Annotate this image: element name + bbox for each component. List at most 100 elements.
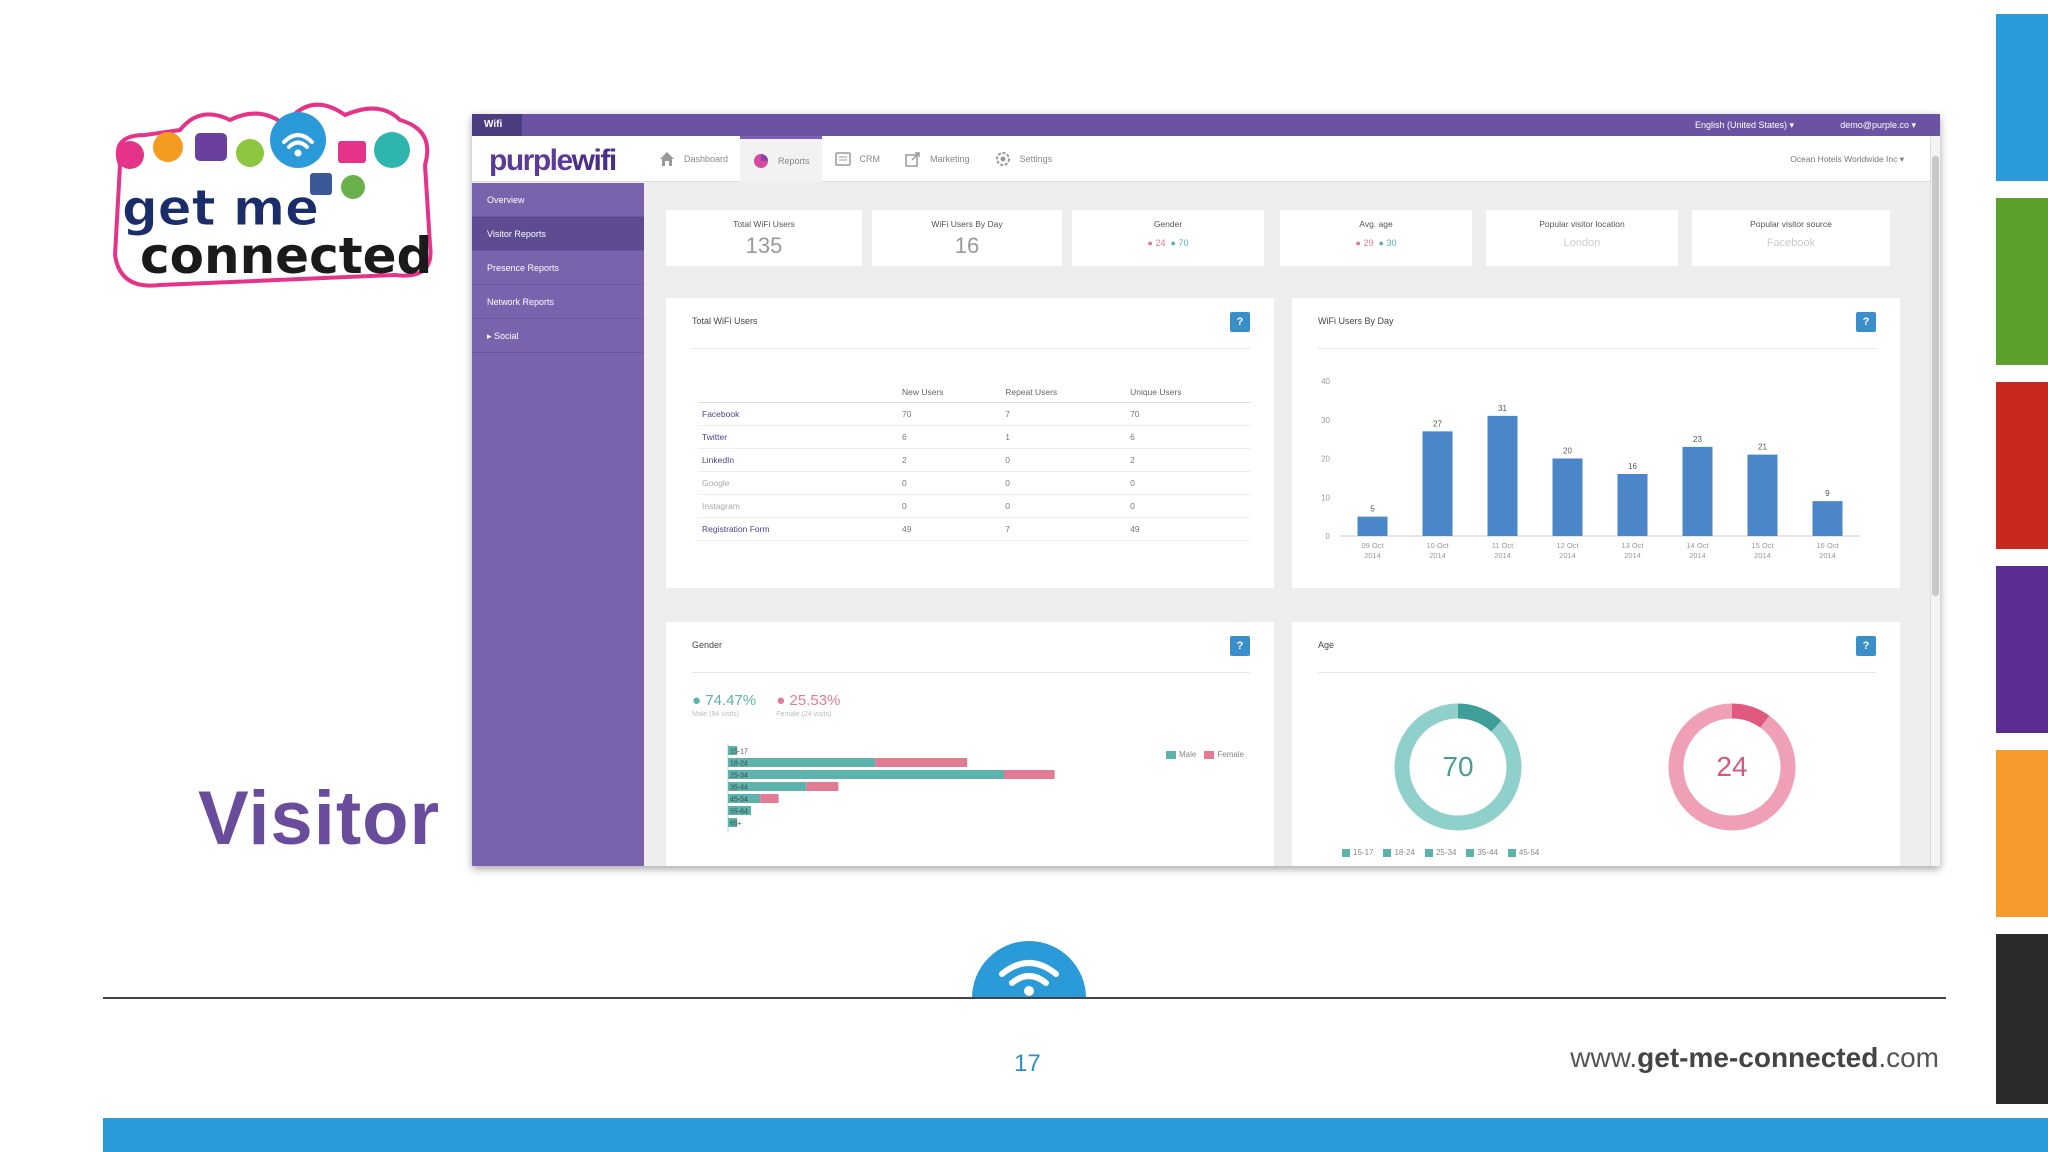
x-tick-label: 11 Oct [1492, 541, 1514, 550]
stat-label: WiFi Users By Day [931, 219, 1003, 229]
table-cell[interactable]: Twitter [698, 425, 898, 449]
bar-data-label: 20 [1563, 447, 1572, 456]
divider [692, 348, 1250, 349]
help-icon[interactable]: ? [1856, 636, 1876, 656]
x-tick-label: 2014 [1494, 551, 1511, 560]
topbar-home-label[interactable]: Wifi [472, 114, 522, 136]
nav-reports[interactable]: Reports [740, 136, 822, 182]
x-tick-label: 2014 [1819, 551, 1836, 560]
nav-crm[interactable]: CRM [822, 136, 893, 182]
nav-marketing[interactable]: Marketing [892, 136, 982, 182]
male-icon: ● [1378, 238, 1384, 248]
user-menu[interactable]: demo@purple.co ▾ [1840, 120, 1916, 130]
gear-icon [995, 152, 1010, 166]
nav-label: Dashboard [684, 154, 729, 164]
bar-male [728, 782, 807, 791]
stat-label: Gender [1153, 219, 1183, 229]
y-tick-label: 20 [1321, 455, 1330, 464]
male-count: 70 [1178, 238, 1189, 248]
scrollbar-thumb[interactable] [1932, 156, 1939, 596]
x-tick-label: 16 Oct [1816, 541, 1839, 550]
stat-value: London [1563, 237, 1601, 249]
page-scrollbar[interactable] [1930, 136, 1940, 866]
language-selector[interactable]: English (United States) ▾ [1694, 120, 1794, 130]
legend-swatch [1466, 848, 1475, 857]
age-panel: Age ? 70 24 15-17 18-24 25-34 35-44 45-54 [1292, 622, 1900, 866]
bar-female [1004, 770, 1055, 779]
table-cell: 0 [1001, 494, 1127, 518]
table-cell: 1 [1001, 425, 1127, 449]
y-tick-label: 15-17 [730, 749, 748, 756]
legend-label: 15-17 [1353, 848, 1374, 857]
table-cell: 2 [1126, 448, 1250, 472]
wifi-icon [972, 941, 1086, 998]
female-icon: ● [1355, 238, 1361, 248]
table-row: Instagram 0 0 0 [698, 494, 1250, 518]
stat-gender: Gender ● 24 ● 70 [1072, 210, 1264, 266]
sidebar-item-network-reports[interactable]: Network Reports [472, 285, 644, 319]
bar [1617, 474, 1648, 536]
stat-age-values: ● 29 ● 30 [1280, 238, 1472, 248]
venue-selector[interactable]: Ocean Hotels Worldwide Inc ▾ [1790, 154, 1904, 164]
footer-divider [103, 997, 1946, 999]
table-cell: 0 [898, 471, 1002, 495]
help-icon[interactable]: ? [1230, 312, 1250, 332]
donut-center-value: 70 [1442, 751, 1473, 782]
help-icon[interactable]: ? [1230, 636, 1250, 656]
table-row: Facebook 70 7 70 [698, 402, 1250, 426]
table-cell[interactable]: Registration Form [698, 517, 898, 541]
accent-bar-black [1996, 934, 2048, 1104]
table-cell: 6 [898, 425, 1002, 449]
x-tick-label: 2014 [1559, 551, 1576, 560]
legend-label-female: Female [1217, 750, 1244, 759]
table-cell[interactable]: Facebook [698, 402, 898, 426]
reports-sidebar: Overview Visitor Reports Presence Report… [472, 183, 644, 866]
bar-data-label: 27 [1433, 419, 1442, 428]
table-cell: 7 [1001, 517, 1127, 541]
accent-bar-blue [1996, 14, 2048, 181]
divider [692, 672, 1250, 673]
sidebar-item-visitor-reports[interactable]: Visitor Reports [472, 217, 644, 251]
table-cell[interactable]: LinkedIn [698, 448, 898, 472]
female-percentage: 25.53% [789, 692, 841, 709]
purplewifi-logo[interactable]: purplewifi [489, 144, 617, 177]
x-tick-label: 10 Oct [1426, 541, 1449, 550]
bar [1747, 454, 1778, 536]
bar-male [728, 758, 876, 767]
y-tick-label: 65+ [730, 821, 742, 828]
stat-label: Popular visitor location [1539, 219, 1625, 229]
bar-data-label: 9 [1825, 489, 1830, 498]
table-cell: 70 [898, 402, 1002, 426]
sidebar-item-presence-reports[interactable]: Presence Reports [472, 251, 644, 285]
accent-bar-green [1996, 198, 2048, 365]
table-cell: 49 [1126, 517, 1250, 541]
users-by-source-table: New Users Repeat Users Unique Users Face… [698, 382, 1250, 541]
legend-label: 25-34 [1435, 848, 1457, 857]
nav-settings[interactable]: Settings [982, 136, 1065, 182]
pie-chart-icon [754, 153, 769, 168]
female-icon: ● [776, 692, 786, 709]
sidebar-item-overview[interactable]: Overview [472, 183, 644, 217]
nav-dashboard[interactable]: Dashboard [646, 136, 740, 182]
stat-popular-location: Popular visitor location London [1486, 210, 1678, 266]
table-cell: 7 [1001, 402, 1127, 426]
divider [1318, 672, 1876, 673]
age-legend: 15-17 18-24 25-34 35-44 45-54 [1342, 848, 1539, 857]
sidebar-item-social[interactable]: ▸ Social [472, 319, 644, 353]
stat-value: 16 [954, 233, 980, 258]
wifi-users-by-day-panel: WiFi Users By Day ? 0 10 20 30 40 5 09 Oct 2014… [1292, 298, 1900, 588]
bar [1552, 458, 1583, 536]
table-header [698, 382, 898, 403]
website-url[interactable]: www.get-me-connected.com [1570, 1042, 1939, 1073]
male-percentage: 74.47% [705, 692, 757, 709]
y-tick-label: 40 [1321, 377, 1330, 386]
x-tick-label: 2014 [1364, 551, 1381, 560]
help-icon[interactable]: ? [1856, 312, 1876, 332]
stat-label: Avg. age [1359, 219, 1393, 229]
gender-age-bar-chart: 15-17 18-24 25-34 35-44 45-54 55-64 65+ [727, 744, 1055, 832]
bar [1682, 446, 1713, 536]
male-visits: Male (94 visits) [692, 711, 740, 718]
male-avg-age: 30 [1386, 238, 1397, 248]
legend-label: 18-24 [1394, 848, 1415, 857]
